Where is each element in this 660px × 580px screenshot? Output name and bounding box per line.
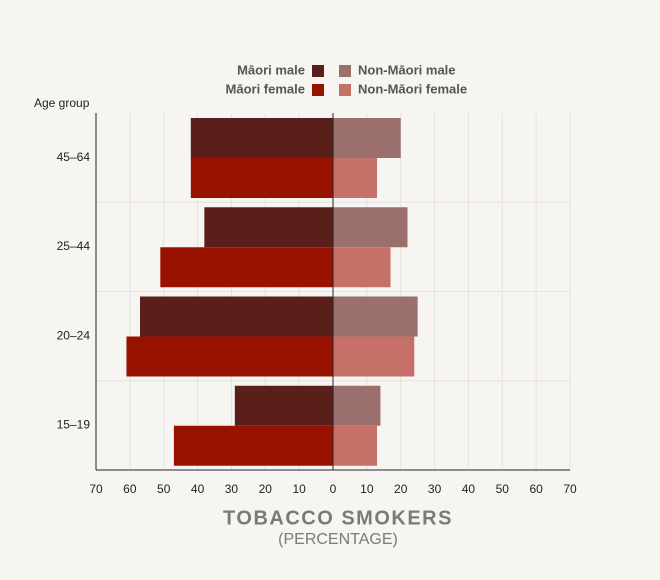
x-tick-label: 40: [462, 482, 476, 496]
legend-swatch: [312, 65, 324, 77]
bar: [333, 118, 401, 158]
y-axis-label: Age group: [34, 96, 90, 110]
x-tick-label: 70: [563, 482, 577, 496]
legend-label: Māori female: [226, 81, 305, 96]
y-tick-label: 45–64: [57, 150, 91, 164]
legend-swatch: [339, 65, 351, 77]
chart-subtitle: (PERCENTAGE): [278, 531, 398, 548]
legend-label: Non-Māori female: [358, 81, 467, 96]
x-tick-label: 10: [292, 482, 306, 496]
bar: [190, 158, 333, 198]
bar: [234, 385, 333, 426]
x-tick-label: 10: [360, 482, 374, 496]
x-tick-label: 20: [259, 482, 273, 496]
x-tick-label: 50: [157, 482, 171, 496]
y-tick-label: 25–44: [57, 239, 91, 253]
x-tick-label: 0: [330, 482, 337, 496]
bar: [333, 425, 378, 466]
x-tick-label: 60: [123, 482, 137, 496]
bar: [333, 336, 415, 377]
x-tick-label: 50: [496, 482, 510, 496]
bar: [160, 247, 333, 288]
chart-title: TOBACCO SMOKERS: [223, 507, 453, 529]
x-tick-label: 60: [529, 482, 543, 496]
x-tick-label: 40: [191, 482, 205, 496]
y-tick-label: 15–19: [57, 418, 91, 432]
bar: [333, 296, 418, 337]
bar: [140, 296, 333, 337]
x-tick-label: 30: [428, 482, 442, 496]
bar: [204, 207, 333, 248]
legend-label: Non-Māori male: [358, 62, 456, 77]
bar: [173, 425, 333, 466]
legend-label: Māori male: [237, 62, 305, 77]
bar: [126, 336, 333, 377]
x-tick-label: 70: [89, 482, 103, 496]
bar: [333, 207, 408, 248]
bar: [333, 247, 391, 288]
y-tick-label: 20–24: [57, 328, 91, 342]
x-tick-label: 30: [225, 482, 239, 496]
bar: [190, 118, 333, 158]
bar: [333, 385, 381, 426]
legend-swatch: [339, 84, 351, 96]
x-tick-label: 20: [394, 482, 408, 496]
legend-swatch: [312, 84, 324, 96]
bar: [333, 158, 378, 198]
